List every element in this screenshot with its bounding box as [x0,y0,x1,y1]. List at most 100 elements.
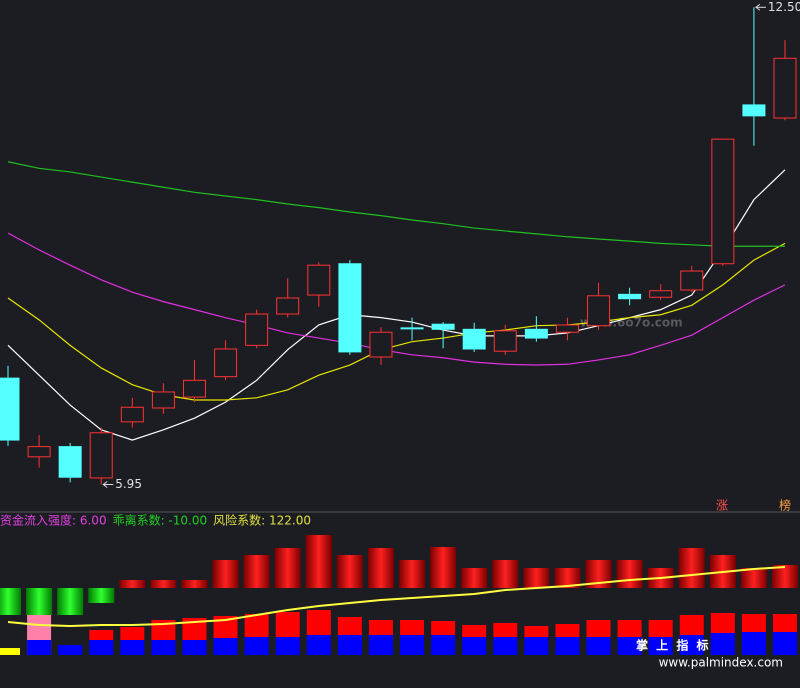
stacked-bar [244,637,269,655]
range-bar [523,568,550,588]
stacked-bar [182,618,207,640]
indicator-header: 风险系数: 122.00 [213,513,311,528]
stacked-bar [89,640,114,655]
stacked-bar [89,630,114,640]
candle-body [711,138,735,265]
range-bar [367,548,394,588]
stacked-bar [306,635,331,655]
stacked-bar [679,615,704,635]
candle-body [0,377,20,441]
range-bar [554,568,581,588]
annotation-arrow [755,3,761,11]
stacked-bar [617,620,642,637]
range-bar [119,580,146,588]
stacked-bar [151,640,176,655]
stacked-bar [710,633,735,655]
candle-body [58,446,82,478]
stacked-bar [679,635,704,655]
stacked-bar [400,635,425,655]
range-bar [181,580,208,588]
moving-average [7,232,786,366]
range-bar [336,555,363,588]
stacked-bar [741,632,766,655]
candle-body [587,295,611,327]
stacked-bar [555,637,580,655]
candle-body [618,293,642,300]
range-bar [492,560,519,588]
range-bar [243,555,270,588]
candle-body [27,446,51,458]
badge: 榜 [779,498,791,513]
indicator-header: 乖离系数: -10.00 [113,513,208,528]
candle-body [742,104,766,117]
stacked-bar [337,635,362,655]
range-bar [772,565,798,588]
candle-body [151,391,175,409]
candle-body [214,348,238,378]
range-bar [88,588,115,603]
candle-body [89,432,113,479]
stacked-bar [524,637,549,655]
annotation-label: 5.95 [115,477,142,491]
stacked-bar [27,640,52,655]
stacked-bar [213,638,238,655]
stacked-bar [493,637,518,655]
candle-body [182,379,206,398]
range-bar [740,568,767,588]
candle-body [431,323,455,330]
annotation-arrow [102,481,108,488]
watermark: 掌 上 指 标 [636,638,711,653]
annotation-label: 12.50 [768,0,800,14]
stacked-bar [524,626,549,637]
candle-body [120,406,144,423]
candle-body [773,57,797,119]
stacked-bar [182,640,207,655]
stacked-bar [431,621,456,635]
stacked-bar [586,637,611,655]
indicator-header: 资金流入强度: 6.00 [0,513,107,528]
range-bar [274,548,301,588]
stacked-bar [275,637,300,655]
stacked-bar [462,625,487,637]
candle-body [369,331,393,358]
stacked-bar [773,614,797,632]
candle-body [276,297,300,315]
stacked-bar [493,623,518,637]
stacked-bar [368,620,393,635]
moving-average [7,161,785,247]
candle-body [307,264,331,296]
range-bar [0,588,21,615]
stacked-bar [275,612,300,637]
candle-body [400,327,424,330]
stacked-bar [368,635,393,655]
stacked-bar [120,640,145,655]
stacked-bar [306,610,331,635]
stacked-bar [648,637,673,655]
moving-average [7,242,786,401]
range-bar [305,535,332,588]
candle-body [524,328,548,339]
candle-body [680,270,704,291]
bar [0,648,20,655]
stacked-bar [648,620,673,637]
stacked-bar [337,617,362,635]
range-bar [399,560,426,588]
watermark: www.palmindex.com [659,656,783,670]
range-bar [26,588,53,615]
range-bar [461,568,488,588]
candle-body [493,330,517,352]
stacked-bar [244,614,269,637]
stacked-bar [462,637,487,655]
stacked-bar [400,620,425,635]
moving-average [7,169,786,441]
badge: 涨 [716,498,728,513]
stacked-bar [586,620,611,637]
range-bar [678,548,705,588]
candle-body [462,328,486,350]
range-bar [212,560,239,588]
range-bar [616,560,643,588]
candle-body [338,263,362,353]
stacked-bar [555,624,580,637]
